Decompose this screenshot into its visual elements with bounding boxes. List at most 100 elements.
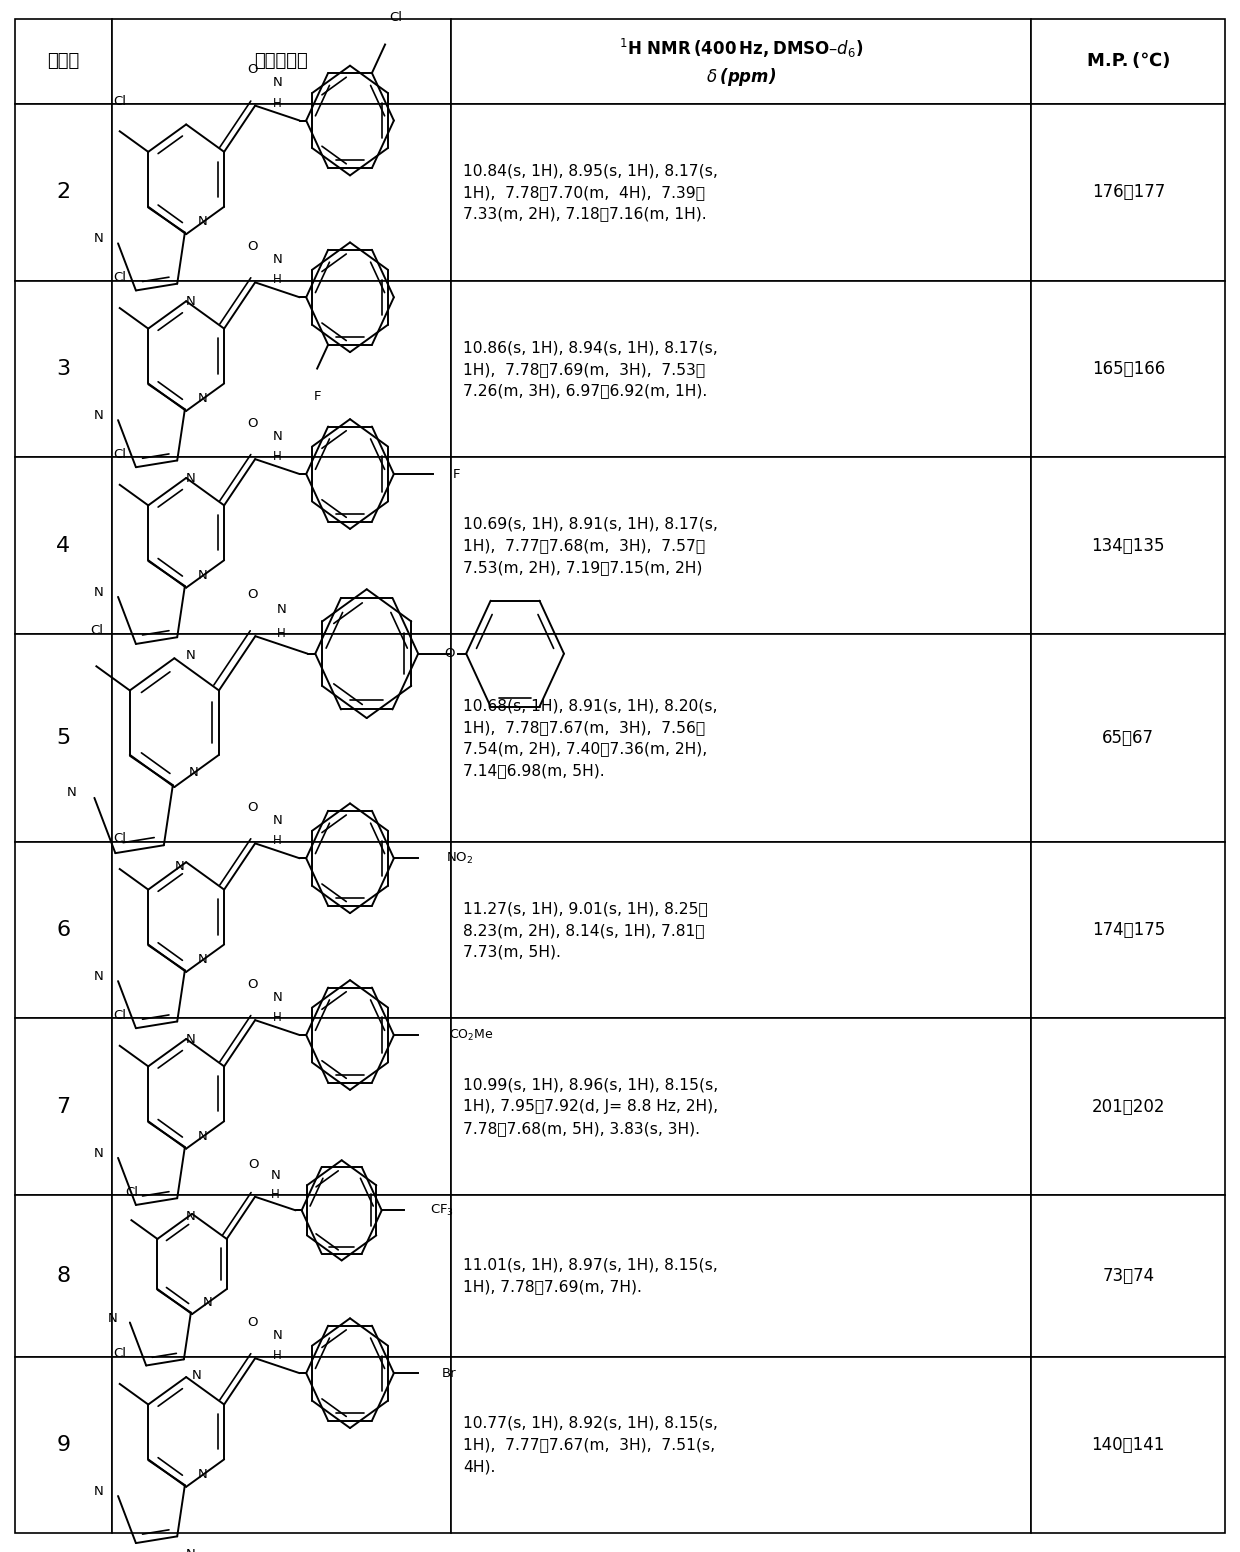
Bar: [450, 635, 1032, 841]
Text: M.P. (℃): M.P. (℃): [1086, 53, 1171, 70]
Bar: [1032, 1356, 1225, 1533]
Text: H: H: [277, 627, 285, 639]
Text: 4: 4: [56, 535, 71, 556]
Text: N: N: [191, 1369, 201, 1383]
Text: 7: 7: [56, 1097, 71, 1117]
Text: N: N: [94, 410, 103, 422]
Text: F: F: [314, 390, 321, 402]
Text: N: N: [273, 253, 283, 265]
Text: O: O: [248, 241, 258, 253]
Text: N: N: [198, 1130, 207, 1142]
Text: O: O: [248, 978, 258, 992]
Text: 65～67: 65～67: [1102, 729, 1154, 747]
Text: H: H: [273, 835, 281, 847]
Bar: [1032, 104, 1225, 281]
Text: 化合物结构: 化合物结构: [254, 53, 308, 70]
Text: N: N: [277, 604, 286, 616]
Bar: [450, 19, 1032, 104]
Text: Cl: Cl: [113, 272, 126, 284]
Text: N: N: [198, 1468, 207, 1481]
Bar: [450, 1195, 1032, 1356]
Text: N: N: [198, 953, 207, 967]
Text: N: N: [273, 430, 283, 442]
Text: 3: 3: [56, 359, 71, 379]
Text: O: O: [248, 588, 258, 601]
Text: O: O: [248, 64, 258, 76]
Text: H: H: [272, 1187, 280, 1201]
Text: 73～74: 73～74: [1102, 1266, 1154, 1285]
Text: N: N: [273, 76, 283, 90]
Text: N: N: [94, 585, 103, 599]
Text: N: N: [186, 295, 196, 309]
Text: N: N: [188, 767, 198, 779]
Text: O: O: [248, 417, 258, 430]
Text: 134～135: 134～135: [1091, 537, 1166, 556]
Bar: [15, 19, 112, 104]
Bar: [1032, 841, 1225, 1018]
Bar: [15, 1356, 112, 1533]
Text: $^1$H NMR (400 Hz, DMSO–$d_6$): $^1$H NMR (400 Hz, DMSO–$d_6$): [619, 37, 863, 61]
Text: 10.68(s, 1H), 8.91(s, 1H), 8.20(s,
1H),  7.78～7.67(m,  3H),  7.56～
7.54(m, 2H), : 10.68(s, 1H), 8.91(s, 1H), 8.20(s, 1H), …: [463, 698, 718, 778]
Text: 8: 8: [56, 1266, 71, 1287]
Bar: [15, 281, 112, 458]
Bar: [15, 1018, 112, 1195]
Text: N: N: [186, 1034, 196, 1046]
Bar: [112, 1195, 450, 1356]
Text: H: H: [273, 273, 281, 287]
Text: H: H: [273, 1012, 281, 1024]
Bar: [450, 281, 1032, 458]
Text: N: N: [175, 860, 185, 872]
Text: 140～141: 140～141: [1091, 1436, 1166, 1454]
Text: N: N: [202, 1296, 212, 1310]
Bar: [15, 104, 112, 281]
Bar: [450, 1356, 1032, 1533]
Bar: [1032, 1195, 1225, 1356]
Text: N: N: [186, 1547, 196, 1552]
Text: N: N: [94, 970, 103, 982]
Text: 201～202: 201～202: [1091, 1097, 1166, 1116]
Text: Cl: Cl: [89, 624, 103, 638]
Text: N: N: [94, 1485, 103, 1498]
Bar: [15, 841, 112, 1018]
Bar: [1032, 281, 1225, 458]
Bar: [112, 104, 450, 281]
Text: $\delta$ (ppm): $\delta$ (ppm): [706, 65, 776, 88]
Bar: [450, 1018, 1032, 1195]
Text: 2: 2: [56, 183, 71, 202]
Text: Cl: Cl: [113, 1009, 126, 1023]
Text: N: N: [273, 815, 283, 827]
Text: 10.77(s, 1H), 8.92(s, 1H), 8.15(s,
1H),  7.77～7.67(m,  3H),  7.51(s,
4H).: 10.77(s, 1H), 8.92(s, 1H), 8.15(s, 1H), …: [463, 1415, 718, 1474]
Bar: [112, 1018, 450, 1195]
Text: 9: 9: [56, 1436, 71, 1454]
Text: 10.69(s, 1H), 8.91(s, 1H), 8.17(s,
1H),  7.77～7.68(m,  3H),  7.57～
7.53(m, 2H), : 10.69(s, 1H), 8.91(s, 1H), 8.17(s, 1H), …: [463, 517, 718, 574]
Bar: [1032, 458, 1225, 635]
Text: 5: 5: [56, 728, 71, 748]
Text: O: O: [444, 647, 454, 660]
Text: 165～166: 165～166: [1091, 360, 1164, 379]
Bar: [112, 635, 450, 841]
Bar: [450, 841, 1032, 1018]
Text: Cl: Cl: [125, 1186, 138, 1200]
Bar: [15, 458, 112, 635]
Bar: [112, 458, 450, 635]
Bar: [15, 1195, 112, 1356]
Text: N: N: [67, 785, 77, 799]
Bar: [15, 635, 112, 841]
Bar: [1032, 1018, 1225, 1195]
Text: O: O: [248, 1158, 258, 1170]
Bar: [112, 19, 450, 104]
Text: O: O: [248, 801, 258, 815]
Text: F: F: [453, 467, 460, 481]
Text: CO$_2$Me: CO$_2$Me: [449, 1027, 494, 1043]
Text: CF$_3$: CF$_3$: [430, 1203, 454, 1218]
Text: N: N: [94, 1147, 103, 1159]
Text: N: N: [108, 1311, 117, 1325]
Text: H: H: [273, 450, 281, 462]
Text: O: O: [248, 1316, 258, 1329]
Text: Cl: Cl: [113, 449, 126, 461]
Text: N: N: [273, 1329, 283, 1342]
Text: 6: 6: [56, 920, 71, 941]
Text: 11.01(s, 1H), 8.97(s, 1H), 8.15(s,
1H), 7.78～7.69(m, 7H).: 11.01(s, 1H), 8.97(s, 1H), 8.15(s, 1H), …: [463, 1257, 718, 1294]
Text: N: N: [186, 472, 196, 484]
Text: NO$_2$: NO$_2$: [446, 850, 474, 866]
